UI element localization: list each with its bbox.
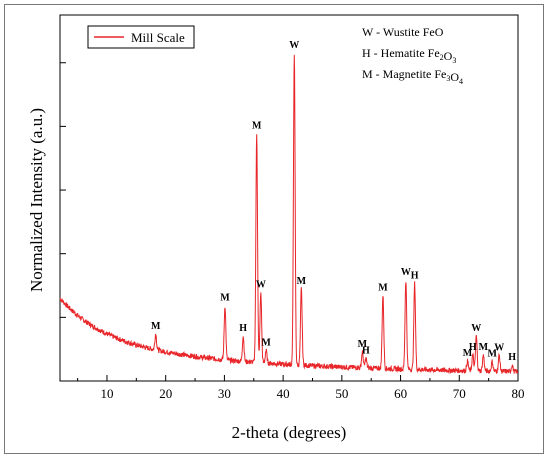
x-tick-label: 60 — [394, 386, 407, 401]
plot-border — [59, 14, 519, 382]
peak-label: W — [401, 267, 411, 278]
x-tick-label: 50 — [335, 386, 348, 401]
plot-area — [59, 14, 519, 382]
phase-key: W - Wustite FeO H - Hematite Fe2O3 M - Mag… — [362, 25, 463, 86]
peak-label: W — [289, 40, 299, 51]
series-layer — [59, 54, 519, 375]
peak-label: M — [252, 120, 262, 131]
legend-box — [87, 25, 195, 49]
peak-label: M — [297, 276, 307, 287]
peak-label: H — [469, 342, 477, 353]
x-tick-label: 20 — [159, 386, 172, 401]
peak-label: H — [508, 352, 516, 363]
figure-frame — [4, 4, 544, 454]
peak-label: W — [471, 323, 481, 334]
x-tick-label: 40 — [277, 386, 290, 401]
peak-label: H — [362, 345, 370, 356]
x-tick-label: 80 — [512, 386, 525, 401]
peak-label: M — [220, 293, 230, 304]
peak-label: M — [261, 337, 271, 348]
peak-label: M — [463, 348, 473, 359]
legend-label-mill-scale: Mill Scale — [131, 30, 185, 45]
peak-label: H — [411, 270, 419, 281]
x-tick-label: 70 — [453, 386, 466, 401]
x-tick-label: 30 — [218, 386, 231, 401]
y-axis-ticks — [60, 62, 66, 318]
peak-label: W — [494, 342, 504, 353]
phase-key-entry: M - Magnetite Fe3O4 — [362, 67, 463, 86]
peak-label: M — [151, 321, 161, 332]
x-axis-ticks: 10 20 30 40 50 60 70 80 — [77, 375, 525, 401]
peak-label: W — [256, 280, 266, 291]
y-axis-title: Normalized Intensity (a.u.) — [27, 108, 46, 292]
peak-label: H — [239, 323, 247, 334]
x-axis-title: 2-theta (degrees) — [232, 423, 347, 442]
phase-key-entry: W - Wustite FeO — [362, 25, 444, 39]
peak-label: M — [479, 342, 489, 353]
peak-label: M — [358, 339, 368, 350]
peak-label: M — [487, 349, 497, 360]
legend: Mill Scale — [87, 25, 195, 49]
x-tick-label: 10 — [100, 386, 113, 401]
peak-label: M — [378, 282, 388, 293]
phase-key-entry: H - Hematite Fe2O3 — [362, 46, 456, 65]
series-line-mill-scale — [59, 54, 519, 375]
